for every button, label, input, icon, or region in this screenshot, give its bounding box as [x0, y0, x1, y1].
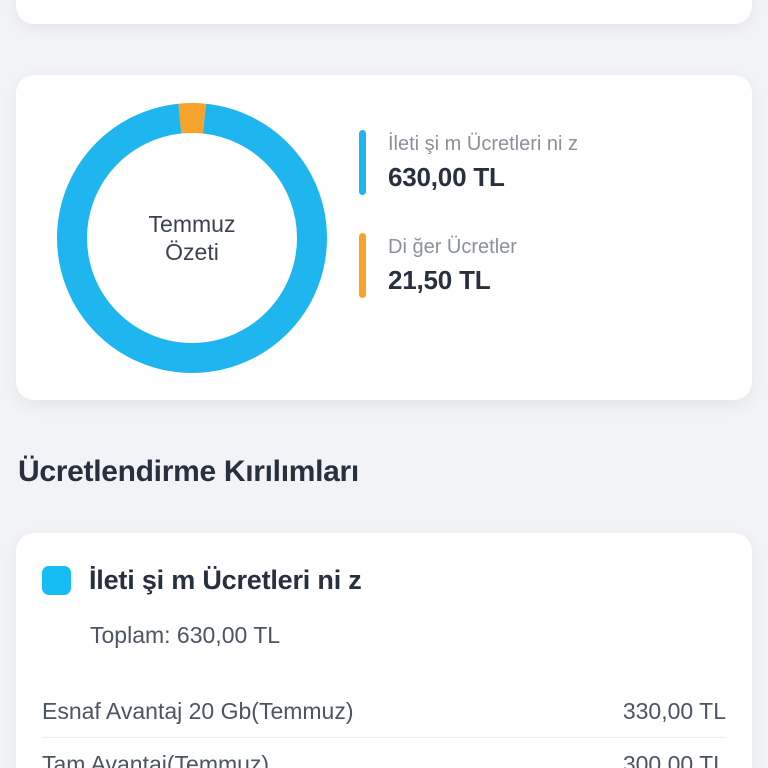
breakdown-row-name: Tam Avantaj(Temmuz) [42, 750, 270, 768]
legend-label-iletisim: İleti şi m Ücretleri ni z [388, 133, 579, 155]
monthly-summary-card: Temmuz Özeti İleti şi m Ücretleri ni z 6… [16, 75, 752, 400]
category-color-swatch-icon [42, 566, 71, 595]
breakdown-card-total: Toplam: 630,00 TL [90, 622, 281, 648]
donut-segment-diger [57, 103, 327, 373]
legend-value-iletisim: 630,00 TL [388, 162, 505, 192]
table-row[interactable]: Tam Avantaj(Temmuz) 300,00 TL [42, 738, 726, 768]
legend-value-diger: 21,50 TL [388, 264, 491, 295]
breakdown-card-iletisim: İleti şi m Ücretleri ni z Toplam: 630,00… [16, 533, 752, 768]
donut-segment-iletisim [57, 103, 327, 373]
donut-chart[interactable]: Temmuz Özeti [57, 103, 327, 373]
legend-item-diger[interactable]: Di ğer Ücretler 21,50 TL [359, 232, 578, 298]
table-row[interactable]: Esnaf Avantaj 20 Gb(Temmuz) 330,00 TL [42, 685, 726, 737]
donut-chart-svg [57, 103, 327, 373]
legend-item-iletisim[interactable]: İleti şi m Ücretleri ni z 630,00 TL [359, 130, 578, 195]
breakdown-row-amount: 300,00 TL [622, 750, 726, 768]
remaining-days-card[interactable]: 19 Temmuz (2 Gün Kaldı) [16, 0, 752, 24]
breakdown-rows: Esnaf Avantaj 20 Gb(Temmuz) 330,00 TL Ta… [42, 685, 726, 768]
breakdown-card-title: İleti şi m Ücretleri ni z [89, 565, 362, 595]
breakdown-row-name: Esnaf Avantaj 20 Gb(Temmuz) [42, 697, 354, 724]
legend-label-diger: Di ğer Ücretler [388, 235, 517, 258]
donut-legend: İleti şi m Ücretleri ni z 630,00 TL Di ğ… [359, 130, 578, 298]
legend-item-texts: İleti şi m Ücretleri ni z 630,00 TL [388, 130, 578, 195]
row-divider [42, 737, 726, 738]
legend-color-bar-blue [359, 130, 366, 195]
legend-item-texts: Di ğer Ücretler 21,50 TL [388, 233, 517, 298]
breakdown-card-header: İleti şi m Ücretleri ni z [42, 565, 362, 596]
section-title-breakdowns: Ücretlendirme Kırılımları [18, 455, 359, 488]
legend-color-bar-orange [359, 232, 366, 298]
breakdown-row-amount: 330,00 TL [622, 697, 726, 724]
